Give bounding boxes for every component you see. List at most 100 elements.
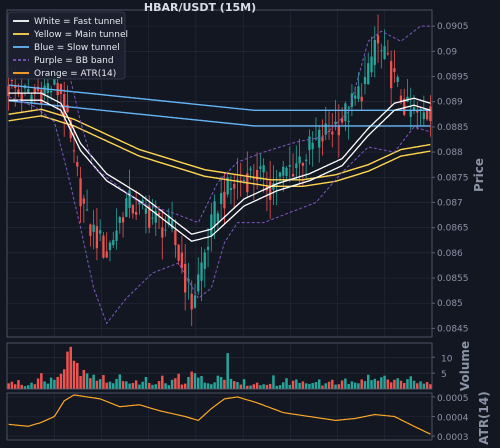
candle-body bbox=[148, 206, 151, 228]
volume-bar bbox=[278, 385, 282, 389]
volume-bar bbox=[327, 381, 331, 389]
volume-bar bbox=[232, 381, 236, 389]
candle-body bbox=[340, 117, 344, 123]
volume-bar bbox=[265, 384, 269, 389]
atr-tick-label: 0.0004 bbox=[437, 414, 469, 424]
volume-bar bbox=[56, 376, 59, 389]
volume-bar bbox=[187, 376, 190, 389]
price-tick-label: 0.0875 bbox=[437, 173, 469, 183]
volume-bar bbox=[380, 377, 383, 389]
candle-body bbox=[184, 263, 187, 293]
volume-bar bbox=[108, 381, 112, 389]
candle-body bbox=[255, 169, 259, 181]
candle-body bbox=[226, 177, 229, 195]
price-tick-label: 0.0885 bbox=[437, 123, 469, 133]
candle-body bbox=[112, 240, 115, 246]
volume-bar bbox=[321, 385, 324, 389]
candle-body bbox=[63, 94, 66, 118]
volume-bar bbox=[79, 375, 82, 389]
candle-body bbox=[360, 96, 363, 102]
candle-body bbox=[121, 217, 125, 223]
candle-body bbox=[99, 230, 102, 234]
volume-axis: 5 10 bbox=[432, 354, 453, 380]
slow-tunnel-upper bbox=[8, 84, 431, 111]
candle-body bbox=[278, 172, 282, 177]
candle-body bbox=[118, 217, 121, 223]
volume-bar bbox=[66, 351, 69, 389]
volume-bar bbox=[347, 383, 350, 389]
volume-bar bbox=[125, 381, 128, 389]
candle-body bbox=[363, 77, 367, 84]
candle-body bbox=[383, 46, 386, 60]
candle-body bbox=[144, 208, 148, 214]
volume-bar bbox=[393, 379, 396, 389]
candle-body bbox=[17, 89, 20, 93]
atr-tick-label: 0.0003 bbox=[437, 433, 469, 443]
atr-line bbox=[8, 394, 431, 435]
candle-body bbox=[40, 89, 43, 105]
candle-body bbox=[66, 104, 69, 113]
candle-body bbox=[344, 103, 347, 122]
candle-body bbox=[396, 76, 399, 82]
slow-tunnel-lower bbox=[8, 100, 431, 127]
volume-bar bbox=[144, 376, 148, 389]
volume-bar bbox=[353, 382, 357, 389]
volume-bar bbox=[226, 353, 229, 389]
candle-body bbox=[108, 242, 112, 251]
volume-bar bbox=[255, 382, 259, 389]
candle-body bbox=[298, 156, 301, 164]
candle-body bbox=[223, 191, 226, 209]
candle-body bbox=[154, 210, 157, 223]
candle-body bbox=[105, 251, 108, 258]
volume-bar bbox=[383, 375, 386, 389]
candle-body bbox=[20, 92, 23, 101]
volume-bar bbox=[412, 380, 416, 389]
candle-body bbox=[288, 165, 291, 167]
volume-bar bbox=[340, 380, 344, 389]
volume-bar bbox=[285, 378, 288, 389]
volume-bar bbox=[298, 382, 301, 389]
volume-bar bbox=[376, 380, 380, 389]
price-tick-label: 0.0895 bbox=[437, 73, 469, 83]
volume-bar bbox=[314, 382, 318, 389]
price-tick-label: 0.086 bbox=[437, 249, 463, 259]
price-tick-label: 0.0855 bbox=[437, 274, 469, 284]
volume-bar bbox=[161, 375, 164, 389]
candle-body bbox=[380, 50, 383, 52]
candle-body bbox=[128, 190, 131, 209]
candle-body bbox=[157, 212, 161, 216]
volume-bar bbox=[295, 379, 298, 389]
price-tick-label: 0.088 bbox=[437, 148, 463, 158]
legend-label: Yellow = Main tunnel bbox=[33, 30, 128, 40]
candle-body bbox=[190, 293, 193, 310]
volume-bar bbox=[85, 373, 89, 389]
volume-bar bbox=[92, 374, 95, 389]
volume-bar bbox=[334, 384, 337, 389]
candle-body bbox=[76, 162, 79, 167]
candle-body bbox=[210, 214, 213, 237]
candle-body bbox=[102, 235, 105, 258]
volume-bar bbox=[183, 383, 187, 389]
candle-body bbox=[229, 188, 233, 190]
candle-body bbox=[412, 107, 416, 111]
volume-bar bbox=[13, 384, 17, 389]
candle-body bbox=[170, 220, 174, 229]
candle-body bbox=[321, 136, 324, 142]
tunnel-lines bbox=[8, 25, 431, 325]
volume-bar bbox=[396, 378, 399, 389]
candle-body bbox=[7, 85, 10, 97]
candle-body bbox=[219, 193, 223, 205]
candle-body bbox=[249, 168, 252, 171]
candle-body bbox=[95, 226, 99, 249]
candle-body bbox=[56, 82, 59, 96]
volume-bar bbox=[419, 381, 422, 389]
volume-bar bbox=[95, 380, 99, 389]
volume-bar bbox=[134, 380, 138, 389]
volume-bar bbox=[213, 382, 216, 389]
price-tick-label: 0.087 bbox=[437, 198, 463, 208]
atr-axis: 0.0003 0.0004 0.0005 bbox=[432, 394, 469, 443]
volume-bar bbox=[59, 373, 63, 389]
bb-lower-band bbox=[8, 96, 431, 325]
legend-label: Purple = BB band bbox=[34, 56, 114, 66]
candle-body bbox=[311, 142, 314, 150]
